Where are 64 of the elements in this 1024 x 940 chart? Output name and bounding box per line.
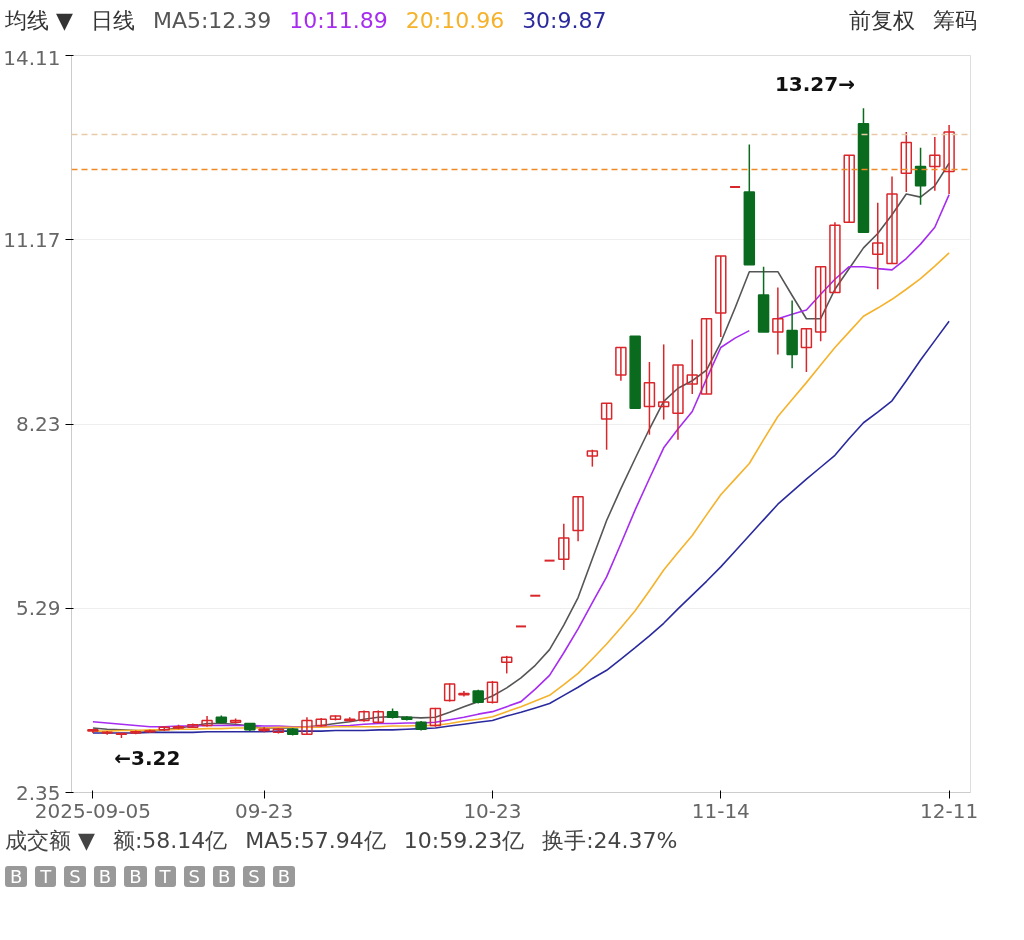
x-tick-label: 12-11 <box>920 798 979 823</box>
text: 10:11.89 <box>289 8 388 33</box>
candlestick <box>715 255 727 338</box>
x-tick-label: 10-23 <box>463 798 522 823</box>
text: MA5:57.94亿 <box>245 828 386 853</box>
text: MA5:12.39 <box>152 8 272 33</box>
text: 额:58.14亿 <box>112 828 228 853</box>
candlestick <box>657 343 670 421</box>
text: 30:9.87 <box>522 8 607 33</box>
y-tick-label: 11.17 <box>3 227 61 252</box>
y-tick-label: 8.23 <box>15 412 61 436</box>
candlestick <box>943 124 955 195</box>
text: B <box>93 866 117 888</box>
candlestick <box>900 131 913 193</box>
candlestick <box>358 709 370 723</box>
candlestick <box>458 690 470 698</box>
candlestick <box>843 154 855 223</box>
text: T <box>154 866 176 888</box>
text: S <box>183 866 205 888</box>
candlestick <box>800 327 813 373</box>
candlestick <box>700 317 713 395</box>
candlestick <box>315 717 327 728</box>
text: 换手:24.37% <box>542 828 678 853</box>
candlestick <box>686 338 698 395</box>
candlestick <box>929 136 941 192</box>
candlestick <box>486 680 499 705</box>
text: 成交额 ▼ <box>5 828 95 853</box>
x-tick-label: 11-14 <box>691 798 750 823</box>
text: T <box>35 866 57 888</box>
text: B <box>124 866 147 888</box>
candlestick <box>814 265 827 343</box>
candlestick <box>829 221 841 294</box>
candlestick <box>772 286 784 356</box>
text: B <box>5 866 28 888</box>
candlestick <box>672 364 684 441</box>
text: 均线 ▼ <box>5 8 73 33</box>
y-tick-label: 14.11 <box>3 45 61 70</box>
text: B <box>212 866 236 888</box>
x-tick-label: 09-23 <box>235 798 294 823</box>
candlestick <box>429 707 442 728</box>
candlestick <box>615 346 627 382</box>
text: 日线 <box>90 8 135 33</box>
text: 前复权 <box>849 8 915 33</box>
text: B <box>272 866 296 888</box>
annotation: 13.27→ <box>774 72 855 97</box>
candlestick <box>600 402 613 451</box>
candlestick <box>201 715 213 728</box>
candlestick <box>572 495 584 542</box>
candlestick <box>301 716 313 736</box>
text: 10:59.23亿 <box>403 828 525 853</box>
candlestick <box>872 202 884 291</box>
candlestick <box>443 682 456 703</box>
candlestick <box>886 175 898 265</box>
candlestick <box>914 146 927 206</box>
text: S <box>243 866 265 888</box>
text: S <box>64 866 86 888</box>
y-tick-label: 5.29 <box>15 596 61 621</box>
y-tick-label: 2.35 <box>15 780 61 805</box>
text: 20:10.96 <box>405 8 505 33</box>
text: 筹码 <box>933 8 977 33</box>
candlestick <box>643 361 656 436</box>
annotation: ←3.22 <box>114 745 181 770</box>
candlestick <box>558 522 570 571</box>
candlestick <box>786 299 798 369</box>
